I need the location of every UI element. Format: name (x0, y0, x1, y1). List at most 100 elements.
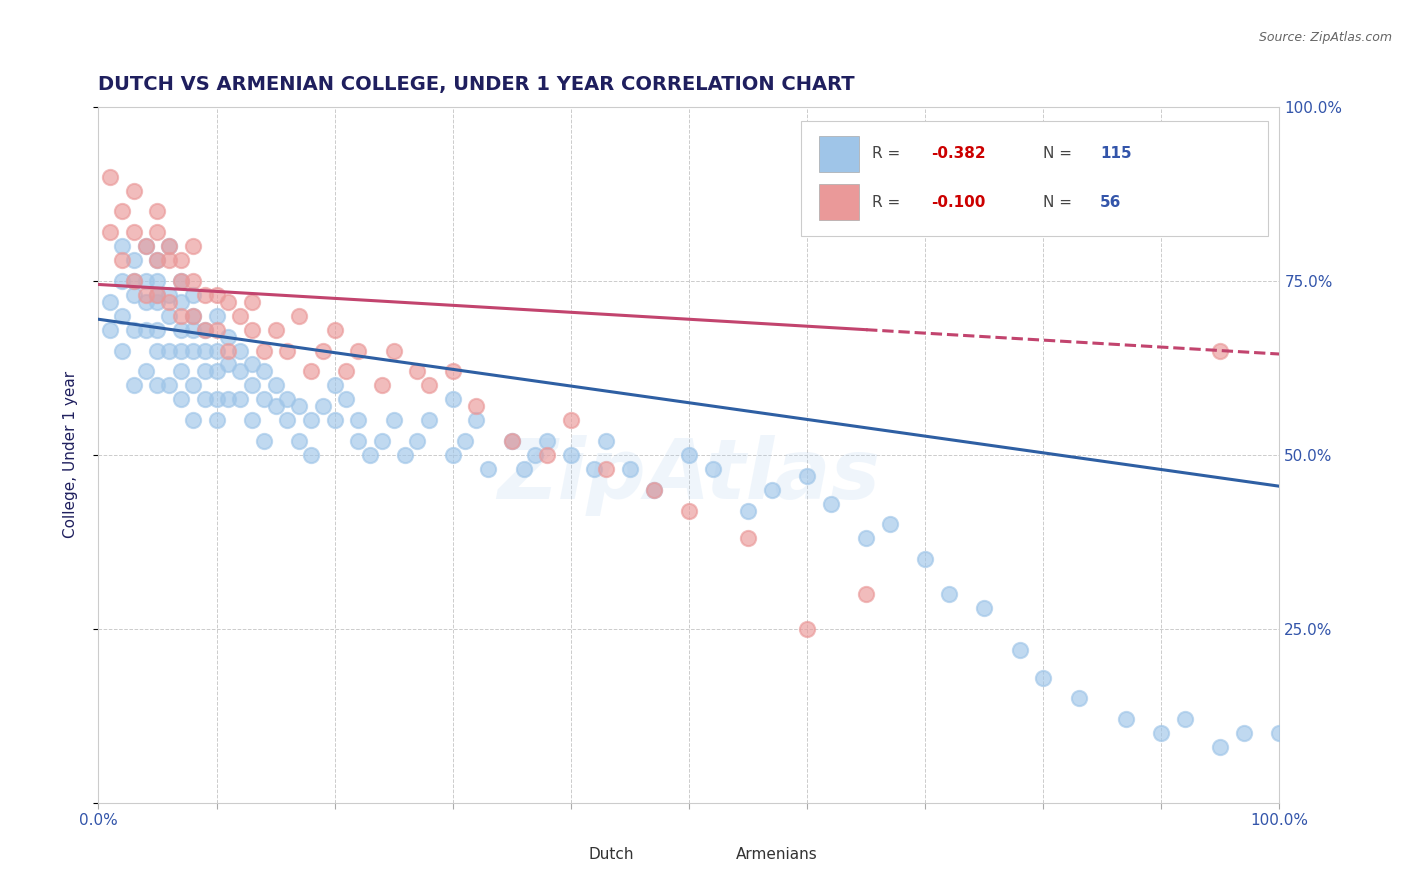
Point (146, 294, 169, 309)
Point (181, 413, 204, 427)
Point (583, 462, 606, 476)
Point (1067, 691, 1090, 706)
Point (157, 378, 180, 392)
Point (170, 392, 193, 407)
Point (678, 503, 700, 517)
Point (1233, 726, 1256, 740)
Point (170, 309, 193, 323)
Point (796, 468, 818, 483)
Text: R =: R = (872, 146, 905, 161)
Point (135, 239, 157, 253)
Point (229, 392, 252, 407)
Point (146, 253, 169, 268)
Point (181, 343, 204, 358)
Point (299, 364, 322, 378)
Point (122, 184, 145, 198)
Point (135, 364, 157, 378)
Point (560, 448, 582, 462)
Point (157, 343, 180, 358)
Point (111, 239, 134, 253)
Point (240, 378, 263, 392)
Point (135, 288, 157, 302)
Text: R =: R = (872, 194, 905, 210)
Point (111, 274, 134, 288)
Point (205, 288, 228, 302)
Point (170, 294, 193, 309)
Point (170, 274, 193, 288)
Point (678, 448, 700, 462)
Point (1268, 726, 1291, 740)
FancyBboxPatch shape (557, 841, 588, 871)
Point (441, 392, 464, 407)
Point (406, 364, 429, 378)
Point (157, 294, 180, 309)
Point (98, 225, 121, 239)
Point (643, 483, 665, 497)
Point (157, 239, 180, 253)
Point (737, 532, 759, 546)
Point (312, 343, 335, 358)
Point (240, 294, 263, 309)
Point (253, 392, 276, 407)
Point (879, 517, 901, 532)
Point (418, 413, 440, 427)
Point (1150, 726, 1173, 740)
Point (157, 253, 180, 268)
Point (146, 343, 169, 358)
Point (288, 434, 311, 448)
Point (229, 364, 252, 378)
Point (253, 364, 276, 378)
Point (157, 309, 180, 323)
Point (465, 399, 488, 413)
Point (1209, 740, 1232, 755)
Text: -0.382: -0.382 (931, 146, 986, 161)
Point (371, 378, 394, 392)
Point (1008, 642, 1031, 657)
Point (170, 253, 193, 268)
Point (938, 587, 960, 601)
Point (181, 378, 204, 392)
Point (170, 364, 193, 378)
Text: ZipAtlas: ZipAtlas (498, 435, 880, 516)
Point (217, 392, 239, 407)
Point (111, 204, 134, 219)
Point (702, 462, 724, 476)
Point (122, 323, 145, 337)
Text: Armenians: Armenians (737, 847, 818, 863)
Point (122, 378, 145, 392)
Point (146, 274, 169, 288)
Point (122, 225, 145, 239)
Point (111, 253, 134, 268)
Text: -0.100: -0.100 (931, 194, 986, 210)
Point (98, 323, 121, 337)
Point (146, 288, 169, 302)
Point (240, 323, 263, 337)
Point (240, 358, 263, 372)
Point (194, 343, 217, 358)
Point (501, 434, 523, 448)
Point (595, 434, 617, 448)
Point (347, 434, 370, 448)
Point (217, 358, 239, 372)
Point (453, 434, 475, 448)
Point (205, 413, 228, 427)
Point (229, 343, 252, 358)
Point (98, 169, 121, 184)
Point (382, 343, 405, 358)
Point (820, 497, 842, 511)
Point (1115, 712, 1137, 726)
Point (146, 378, 169, 392)
Y-axis label: College, Under 1 year: College, Under 1 year (63, 371, 77, 539)
Point (761, 483, 783, 497)
Point (264, 323, 287, 337)
Point (441, 448, 464, 462)
Text: N =: N = (1043, 194, 1077, 210)
Point (253, 434, 276, 448)
Point (276, 413, 298, 427)
Point (229, 309, 252, 323)
Point (181, 309, 204, 323)
Point (477, 462, 499, 476)
Text: DUTCH VS ARMENIAN COLLEGE, UNDER 1 YEAR CORRELATION CHART: DUTCH VS ARMENIAN COLLEGE, UNDER 1 YEAR … (98, 75, 855, 95)
Text: 115: 115 (1099, 146, 1132, 161)
Point (122, 288, 145, 302)
